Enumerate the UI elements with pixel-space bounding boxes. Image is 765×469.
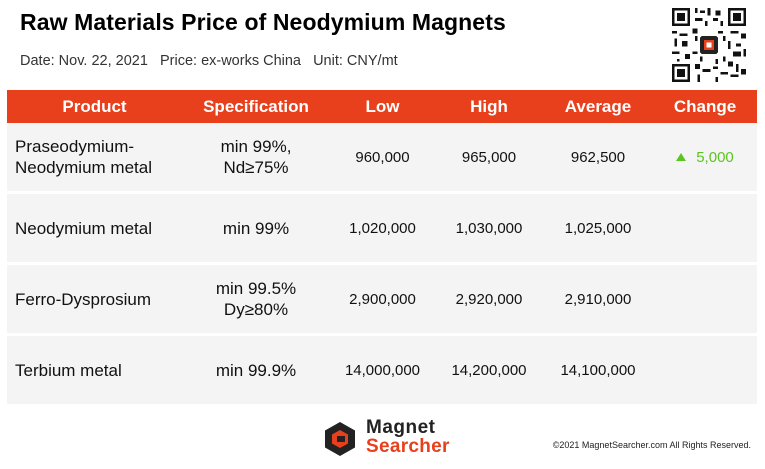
low-cell: 1,020,000 xyxy=(330,191,435,262)
change-cell xyxy=(653,262,757,333)
table-row: Praseodymium- Neodymium metal min 99%, N… xyxy=(7,123,757,191)
spec-cell: min 99%, Nd≥75% xyxy=(182,123,330,191)
product-cell: Terbium metal xyxy=(7,333,182,404)
logo-text-magnet: Magnet xyxy=(366,417,436,438)
product-name: Neodymium metal xyxy=(15,218,152,238)
change-value: 5,000 xyxy=(696,148,734,166)
triangle-up-icon xyxy=(676,152,687,161)
spec-cell: min 99% xyxy=(182,191,330,262)
spec-value: min 99.9% xyxy=(215,360,297,380)
low-cell: 960,000 xyxy=(330,123,435,191)
change-cell xyxy=(653,333,757,404)
magnet-searcher-logo-icon xyxy=(325,422,355,456)
average-cell: 2,910,000 xyxy=(543,262,653,333)
average-cell: 1,025,000 xyxy=(543,191,653,262)
column-header-high: High xyxy=(435,90,543,123)
product-cell: Neodymium metal xyxy=(7,191,182,262)
low-cell: 2,900,000 xyxy=(330,262,435,333)
spec-value: min 99% xyxy=(222,218,290,238)
spec-cell: min 99.9% xyxy=(182,333,330,404)
product-name: Ferro-Dysprosium xyxy=(15,289,152,309)
high-cell: 14,200,000 xyxy=(435,333,543,404)
price-table: Product Specification Low High Average C… xyxy=(7,90,757,404)
copyright-notice: ©2021 MagnetSearcher.com All Rights Rese… xyxy=(552,440,751,450)
column-header-average: Average xyxy=(543,90,653,123)
product-cell: Praseodymium- Neodymium metal xyxy=(7,123,182,191)
table-row: Ferro-Dysprosium min 99.5% Dy≥80% 2,900,… xyxy=(7,262,757,333)
qr-code-icon xyxy=(672,8,746,82)
spec-cell: min 99.5% Dy≥80% xyxy=(182,262,330,333)
spec-value: min 99.5% Dy≥80% xyxy=(215,279,297,319)
column-header-change: Change xyxy=(653,90,757,123)
table-row: Neodymium metal min 99% 1,020,000 1,030,… xyxy=(7,191,757,262)
product-cell: Ferro-Dysprosium xyxy=(7,262,182,333)
page-title: Raw Materials Price of Neodymium Magnets xyxy=(20,9,506,35)
column-header-low: Low xyxy=(330,90,435,123)
table-row: Terbium metal min 99.9% 14,000,000 14,20… xyxy=(7,333,757,404)
high-cell: 1,030,000 xyxy=(435,191,543,262)
column-header-product: Product xyxy=(7,90,182,123)
average-cell: 14,100,000 xyxy=(543,333,653,404)
low-cell: 14,000,000 xyxy=(330,333,435,404)
report-meta: Date: Nov. 22, 2021 Price: ex-works Chin… xyxy=(20,53,398,69)
table-header-row: Product Specification Low High Average C… xyxy=(7,90,757,123)
logo-text-searcher: Searcher xyxy=(366,436,450,457)
magnet-searcher-logo: Magnet Searcher xyxy=(322,417,462,461)
high-cell: 965,000 xyxy=(435,123,543,191)
product-name: Praseodymium- Neodymium metal xyxy=(15,137,152,177)
spec-value: min 99%, Nd≥75% xyxy=(220,137,292,177)
change-cell: 5,000 xyxy=(653,123,757,191)
high-cell: 2,920,000 xyxy=(435,262,543,333)
change-cell xyxy=(653,191,757,262)
product-name: Terbium metal xyxy=(15,360,122,380)
average-cell: 962,500 xyxy=(543,123,653,191)
column-header-specification: Specification xyxy=(182,90,330,123)
